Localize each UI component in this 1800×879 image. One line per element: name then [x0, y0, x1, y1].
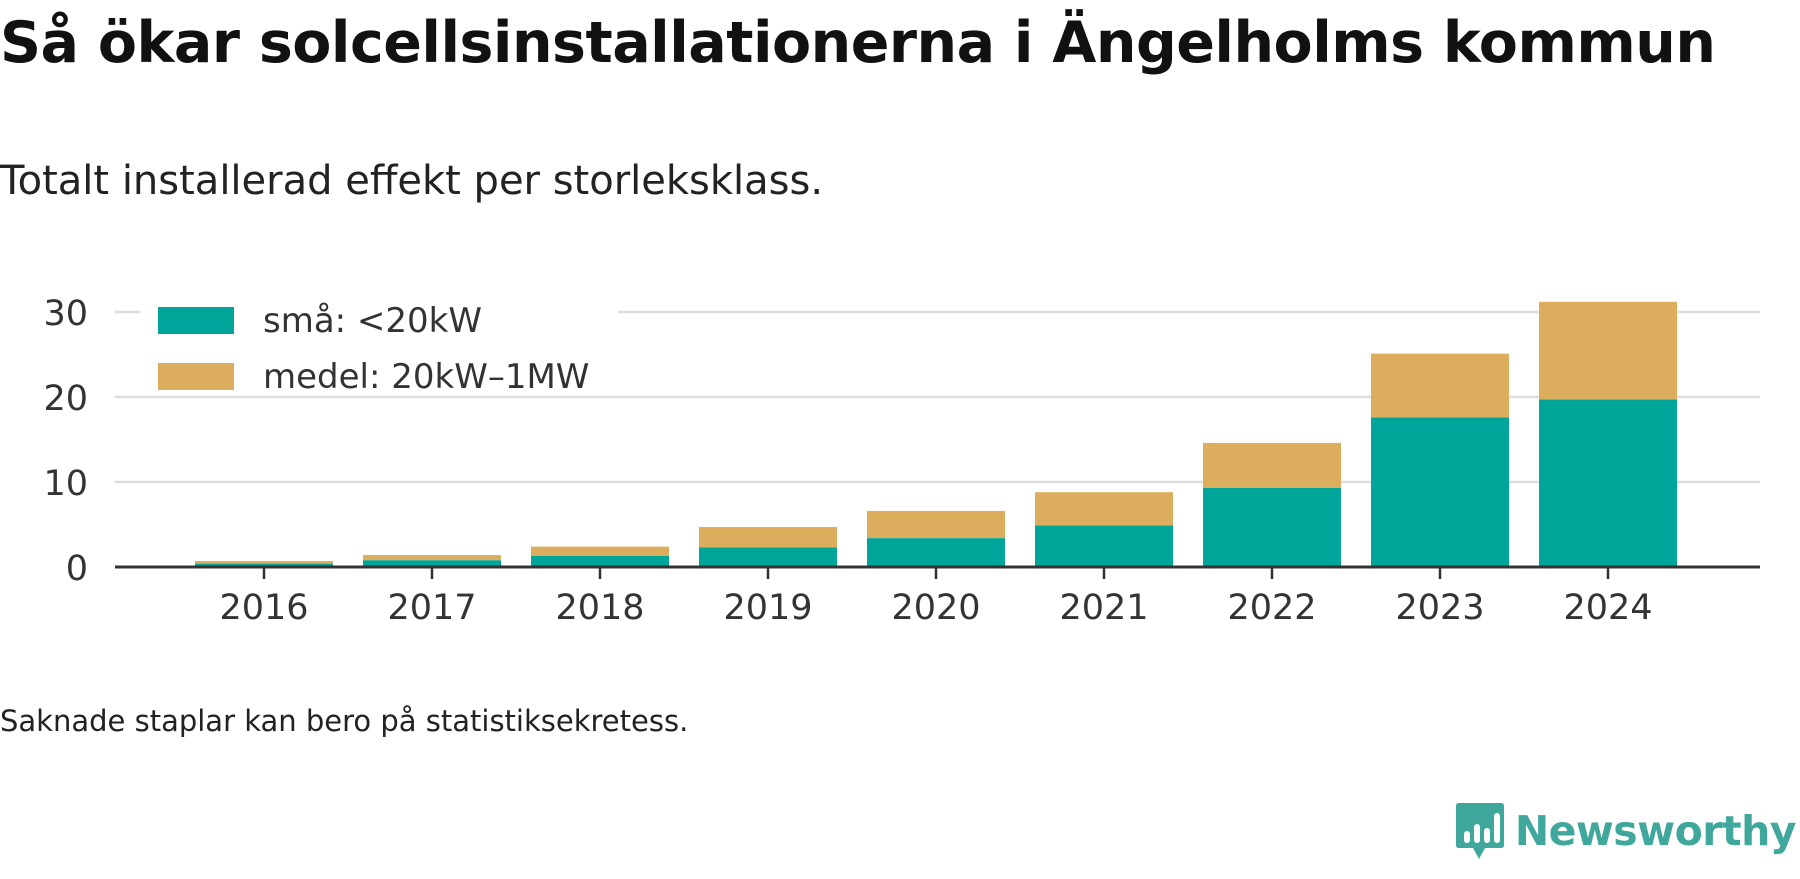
- y-tick-label: 0: [66, 549, 88, 589]
- bar-medium-2019: [699, 527, 837, 548]
- bar-small-2018: [531, 555, 669, 567]
- bars: [195, 301, 1677, 567]
- y-tick-label: 10: [43, 464, 88, 504]
- legend: små: <20kW medel: 20kW–1MW: [140, 268, 618, 397]
- logo-text: Newsworthy: [1514, 807, 1797, 855]
- bar-medium-2022: [1203, 442, 1341, 488]
- legend-swatch-medium: [158, 363, 234, 390]
- chart-subtitle: Totalt installerad effekt per storlekskl…: [0, 158, 824, 204]
- bar-medium-2024: [1539, 301, 1677, 400]
- legend-label-small: små: <20kW: [263, 301, 482, 341]
- x-tick-label: 2022: [1227, 588, 1316, 628]
- chart-title: Så ökar solcellsinstallationerna i Ängel…: [0, 10, 1716, 76]
- legend-swatch-small: [158, 307, 234, 334]
- legend-label-medium: medel: 20kW–1MW: [263, 357, 589, 397]
- y-tick-label: 30: [43, 294, 88, 334]
- x-tick-label: 2020: [891, 588, 980, 628]
- bar-medium-2018: [531, 546, 669, 556]
- x-tick-label: 2019: [723, 588, 812, 628]
- bar-small-2023: [1371, 417, 1509, 567]
- footnote: Saknade staplar kan bero på statistiksek…: [0, 704, 689, 738]
- bar-small-2020: [867, 538, 1005, 567]
- bar-medium-2023: [1371, 353, 1509, 418]
- bar-medium-2020: [867, 510, 1005, 539]
- bar-small-2016: [195, 563, 333, 567]
- x-tick-label: 2024: [1563, 588, 1652, 628]
- x-tick-label: 2016: [219, 588, 308, 628]
- x-tick-label: 2021: [1059, 588, 1148, 628]
- bar-medium-2016: [195, 561, 333, 564]
- bar-small-2022: [1203, 487, 1341, 567]
- x-axis-ticks: 2016 2017 2018 2019 2020 2021 2022 2023 2024: [219, 567, 1653, 628]
- bar-small-2019: [699, 547, 837, 567]
- bar-small-2017: [363, 560, 501, 567]
- bar-small-2024: [1539, 399, 1677, 567]
- x-tick-label: 2017: [387, 588, 476, 628]
- newsworthy-logo-icon: [1455, 803, 1504, 859]
- x-tick-label: 2018: [555, 588, 644, 628]
- bar-chart: 0 10 20 30 2016 2017 2018 2019 2020 2021 2022 2023…: [43, 268, 1760, 628]
- newsworthy-logo: Newsworthy: [1455, 801, 1797, 861]
- y-tick-label: 20: [43, 379, 88, 419]
- y-axis-ticks: 0 10 20 30: [43, 294, 88, 589]
- x-tick-label: 2023: [1395, 588, 1484, 628]
- bar-medium-2017: [363, 555, 501, 561]
- bar-small-2021: [1035, 525, 1173, 567]
- bar-medium-2021: [1035, 492, 1173, 526]
